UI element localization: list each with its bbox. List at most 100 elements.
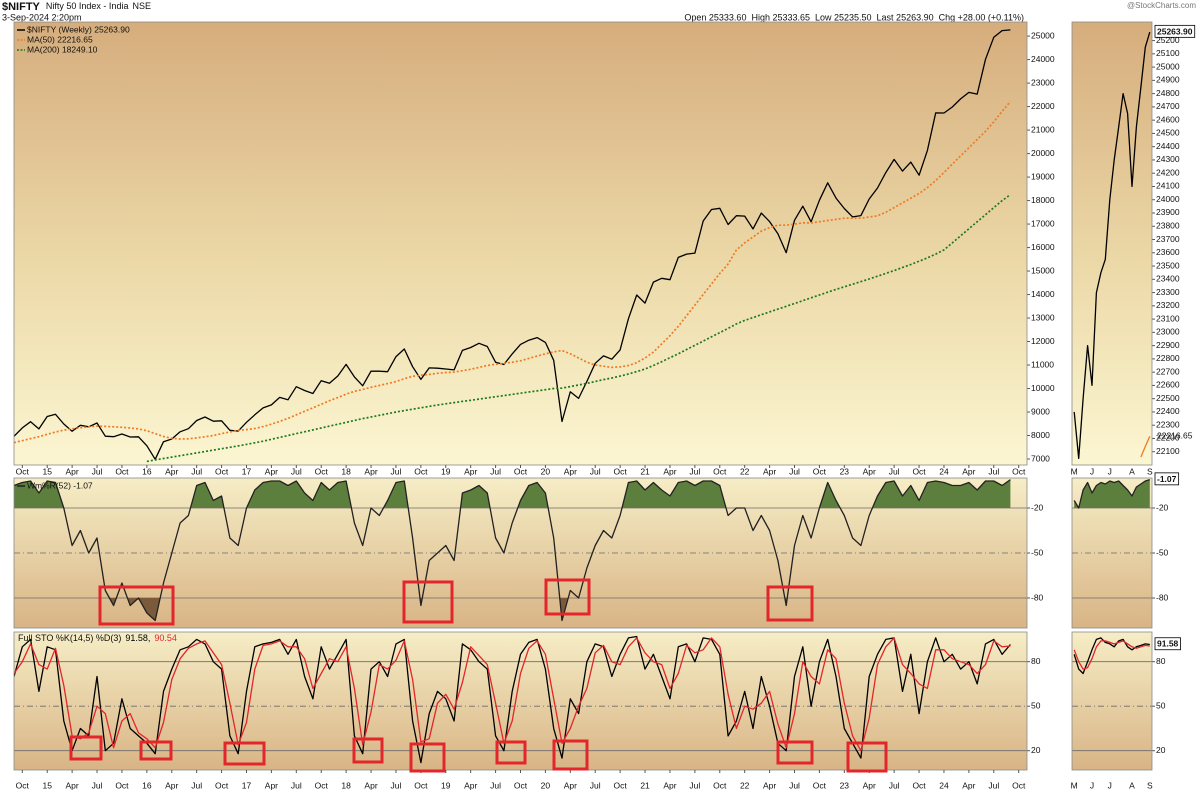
y-tick-label: 23000 bbox=[1031, 77, 1055, 87]
y-tick-label: 24100 bbox=[1156, 181, 1180, 191]
y-tick-label: 23600 bbox=[1156, 247, 1180, 257]
x-tick-label: Apr bbox=[364, 466, 377, 476]
x-tick-label: Apr bbox=[364, 780, 377, 790]
x-tick-label: Apr bbox=[962, 780, 975, 790]
x-tick-label: Jul bbox=[689, 780, 700, 790]
y-tick-label: 22800 bbox=[1156, 353, 1180, 363]
overbought-fill bbox=[1074, 479, 1150, 508]
y-tick-label: 21000 bbox=[1031, 124, 1055, 134]
y-tick-label: 22000 bbox=[1031, 101, 1055, 111]
y-tick-label: 20 bbox=[1031, 745, 1041, 755]
x-tick-label: Oct bbox=[115, 780, 129, 790]
x-tick-label: Oct bbox=[813, 780, 827, 790]
x-tick-label: Jul bbox=[191, 780, 202, 790]
series-line bbox=[1073, 478, 1150, 509]
y-tick-label: 18000 bbox=[1031, 195, 1055, 205]
y-tick-label: 22400 bbox=[1156, 406, 1180, 416]
y-tick-label: 20000 bbox=[1031, 148, 1055, 158]
y-tick-label: 25000 bbox=[1031, 30, 1055, 40]
x-tick-label: 19 bbox=[441, 780, 451, 790]
x-tick-label: Jul bbox=[490, 466, 501, 476]
x-tick-label: Jul bbox=[191, 466, 202, 476]
x-tick-label: 21 bbox=[640, 466, 650, 476]
x-tick-label: S bbox=[1147, 466, 1153, 476]
highlight-box bbox=[352, 737, 384, 764]
series-line bbox=[1073, 637, 1150, 675]
y-tick-label: 22100 bbox=[1156, 446, 1180, 456]
x-tick-label: Oct bbox=[414, 466, 428, 476]
y-tick-label: 23500 bbox=[1156, 260, 1180, 270]
y-tick-label: 24500 bbox=[1156, 128, 1180, 138]
x-tick-label: Oct bbox=[215, 780, 229, 790]
x-tick-label: Jul bbox=[590, 466, 601, 476]
oversold-fill bbox=[14, 598, 1011, 621]
series-line bbox=[14, 29, 1011, 460]
x-tick-label: J bbox=[1090, 780, 1094, 790]
x-tick-label: Oct bbox=[16, 466, 30, 476]
x-tick-label: Jul bbox=[291, 466, 302, 476]
x-tick-label: Oct bbox=[514, 466, 528, 476]
y-tick-label: 22700 bbox=[1156, 366, 1180, 376]
x-tick-label: 16 bbox=[142, 466, 152, 476]
panel-background bbox=[14, 632, 1027, 770]
x-tick-label: Oct bbox=[414, 780, 428, 790]
x-tick-label: Apr bbox=[863, 466, 876, 476]
y-tick-label: 24400 bbox=[1156, 141, 1180, 151]
panel-background bbox=[14, 22, 1027, 465]
last-value-label: 91.58 bbox=[1157, 639, 1179, 649]
series-line bbox=[14, 100, 1012, 444]
y-tick-label: 24000 bbox=[1031, 54, 1055, 64]
x-tick-label: Apr bbox=[265, 466, 278, 476]
y-tick-label: 23700 bbox=[1156, 234, 1180, 244]
x-tick-label: 22 bbox=[740, 780, 750, 790]
x-tick-label: Oct bbox=[912, 466, 926, 476]
y-tick-label: 22200 bbox=[1156, 433, 1180, 443]
y-tick-label: 14000 bbox=[1031, 289, 1055, 299]
panel-border bbox=[13, 477, 1028, 629]
y-tick-label: 22300 bbox=[1156, 419, 1180, 429]
y-tick-label: 24800 bbox=[1156, 88, 1180, 98]
highlight-box bbox=[544, 578, 591, 616]
y-tick-label: 24200 bbox=[1156, 167, 1180, 177]
y-tick-label: 8000 bbox=[1031, 430, 1050, 440]
y-tick-label: 17000 bbox=[1031, 218, 1055, 228]
legend-label: $NIFTY (Weekly) 25263.90 bbox=[27, 24, 130, 34]
x-tick-label: J bbox=[1090, 466, 1094, 476]
x-tick-label: Jul bbox=[988, 466, 999, 476]
overbought-fill bbox=[14, 479, 1011, 508]
x-tick-label: Oct bbox=[315, 780, 329, 790]
x-tick-label: 18 bbox=[341, 466, 351, 476]
legend-label: MA(200) 18249.10 bbox=[27, 44, 98, 54]
last-value-box bbox=[1154, 637, 1181, 651]
series-line bbox=[14, 635, 1011, 764]
panel-border bbox=[1071, 477, 1153, 629]
y-tick-label: 24600 bbox=[1156, 114, 1180, 124]
y-tick-label: -80 bbox=[1031, 592, 1044, 602]
highlight-box bbox=[409, 742, 446, 773]
x-tick-label: A bbox=[1129, 780, 1135, 790]
y-tick-label: 50 bbox=[1031, 700, 1041, 710]
last-value: 91.58, bbox=[125, 633, 150, 643]
y-tick-label: 23400 bbox=[1156, 274, 1180, 284]
x-tick-label: Oct bbox=[713, 780, 727, 790]
x-tick-label: M bbox=[1071, 466, 1078, 476]
x-tick-label: Apr bbox=[763, 780, 776, 790]
last-value-label: 25263.90 bbox=[1157, 26, 1193, 36]
x-tick-label: Oct bbox=[1012, 780, 1026, 790]
x-tick-label: Apr bbox=[663, 466, 676, 476]
series-line bbox=[14, 637, 1011, 752]
y-tick-label: -80 bbox=[1156, 592, 1169, 602]
y-tick-label: 80 bbox=[1156, 656, 1166, 666]
y-tick-label: 23300 bbox=[1156, 287, 1180, 297]
x-tick-label: Oct bbox=[713, 466, 727, 476]
x-tick-label: 15 bbox=[42, 466, 52, 476]
x-tick-label: Apr bbox=[464, 780, 477, 790]
x-tick-label: Apr bbox=[663, 780, 676, 790]
panel-border bbox=[1071, 631, 1153, 771]
y-tick-label: 24300 bbox=[1156, 154, 1180, 164]
x-tick-label: A bbox=[1129, 466, 1135, 476]
y-tick-label: 20 bbox=[1156, 745, 1166, 755]
highlight-box bbox=[139, 740, 173, 761]
